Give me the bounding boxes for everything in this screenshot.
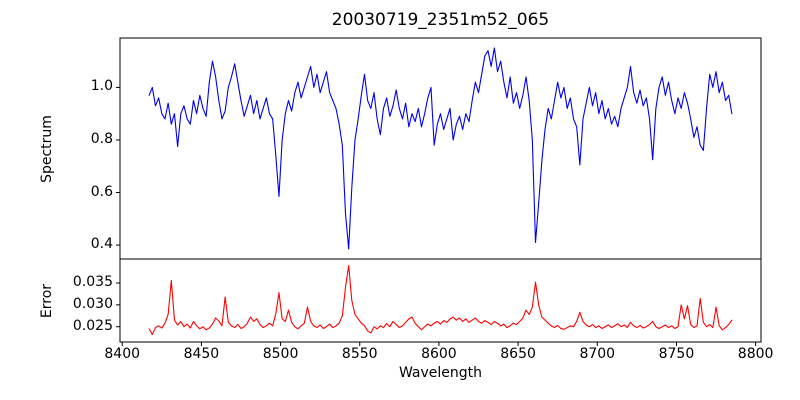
x-tick-label: 8800 [737,346,774,362]
y-tick-label: 0.035 [72,274,113,291]
x-tick-label: 8500 [262,346,299,362]
spectrum-line [148,47,733,250]
y-tick-label: 0.6 [90,183,113,200]
y-axis-label-spectrum: Spectrum [39,115,55,183]
x-tick-label: 8400 [104,346,141,362]
plot-title: 20030719_2351m52_065 [331,10,550,30]
error-axes-frame [119,258,762,343]
y-tick-label: 1.0 [90,78,113,95]
y-tick-label: 0.4 [90,236,113,253]
x-tick-label: 8550 [341,346,378,362]
y-tick-label: 0.030 [72,295,113,312]
y-tick-label: 0.025 [72,317,113,334]
x-tick-label: 8650 [500,346,536,362]
x-tick-label: 8750 [658,346,695,362]
error-line [148,264,733,336]
x-axis-label: Wavelength [398,365,483,381]
x-tick-label: 8450 [183,346,220,362]
x-tick-label: 8700 [579,346,616,362]
spectrum-axes-frame [119,37,762,260]
y-axis-label-error: Error [39,283,55,319]
x-tick-label: 8600 [421,346,457,362]
y-tick-label: 0.8 [90,130,113,147]
